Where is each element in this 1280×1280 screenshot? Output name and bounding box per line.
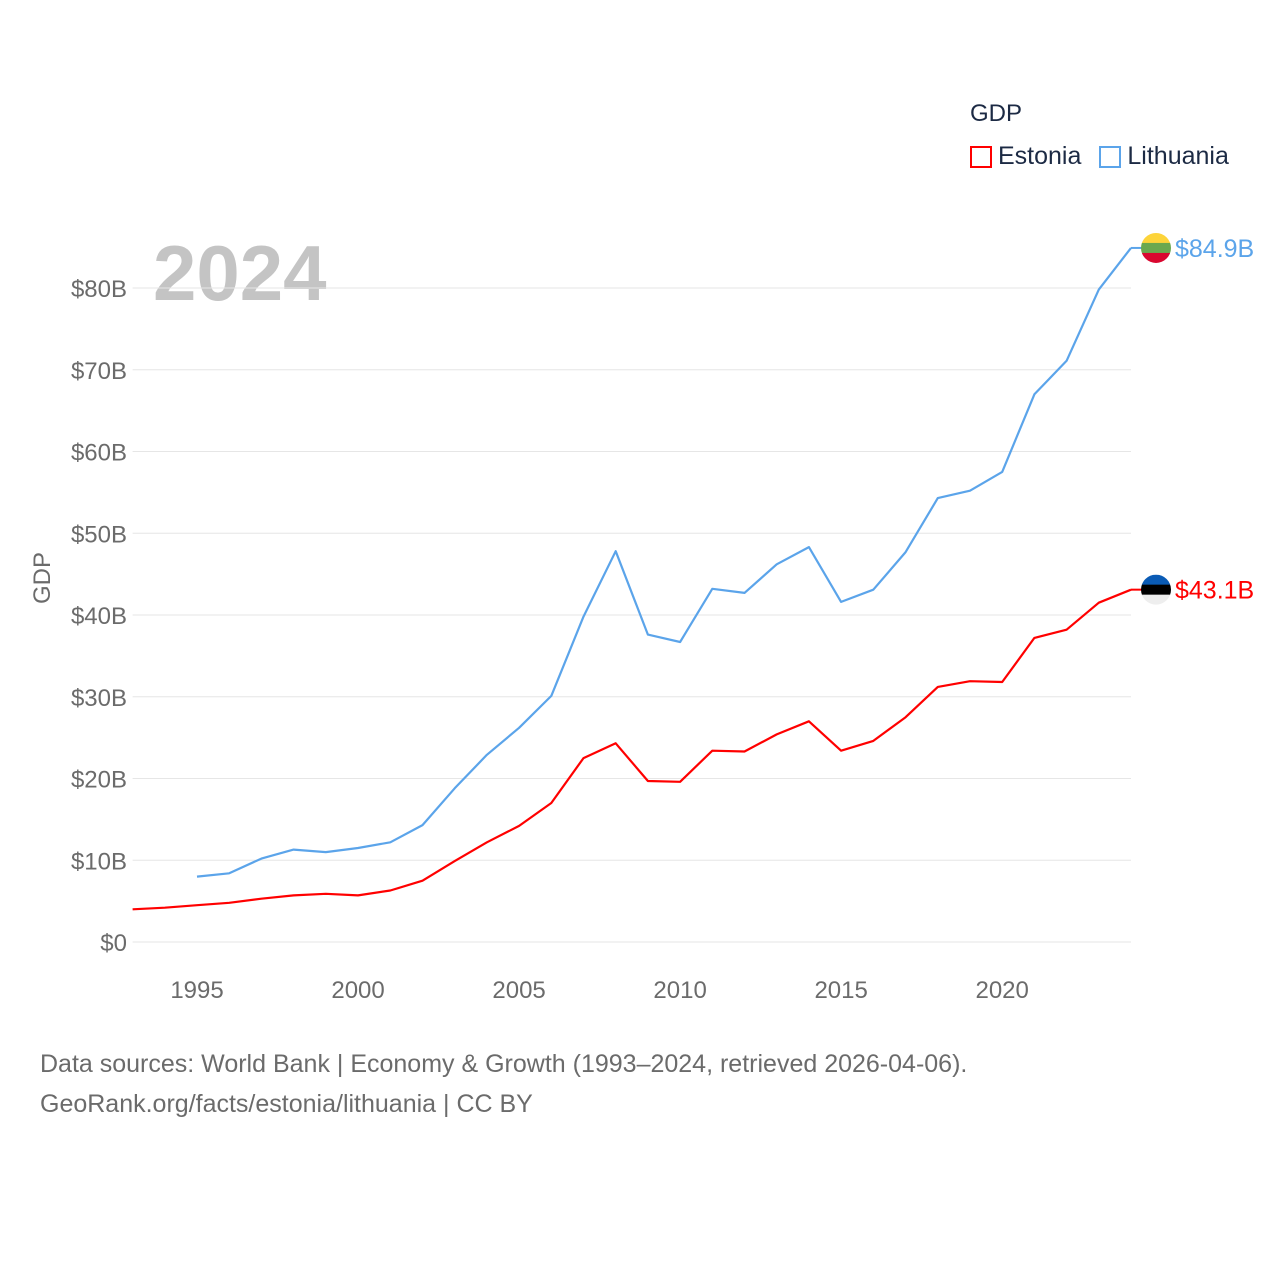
- flag-stripe: [1141, 252, 1171, 263]
- end-value-label-lithuania: $84.9B: [1175, 235, 1254, 263]
- lithuania-flag-icon: [1141, 232, 1171, 263]
- y-tick-label: $50B: [71, 521, 127, 548]
- legend-item-estonia[interactable]: Estonia: [970, 142, 1081, 171]
- y-tick-label: $20B: [71, 767, 127, 794]
- source-note: Data sources: World Bank | Economy & Gro…: [40, 1044, 967, 1124]
- series-line-estonia: [132, 588, 1132, 911]
- y-axis-label: GDP: [29, 552, 56, 604]
- y-tick-label: $30B: [71, 685, 127, 712]
- y-tick-label: $80B: [71, 276, 127, 303]
- y-tick-label: $70B: [71, 358, 127, 385]
- series-line-lithuania: [196, 247, 1132, 878]
- estonia-flag-icon: [1141, 574, 1171, 605]
- legend-swatch-estonia: [970, 145, 992, 168]
- flag-stripe: [1141, 574, 1171, 586]
- y-tick-label: $60B: [71, 440, 127, 467]
- source-line-2[interactable]: GeoRank.org/facts/estonia/lithuania | CC…: [40, 1090, 533, 1118]
- flag-stripe: [1141, 232, 1171, 244]
- year-watermark: 2024: [153, 229, 327, 317]
- legend-title: GDP: [970, 100, 1023, 127]
- x-tick-label: 2005: [492, 977, 545, 1004]
- y-tick-label: $0: [100, 930, 127, 957]
- end-value-label-estonia: $43.1B: [1175, 577, 1254, 605]
- flag-stripe: [1141, 242, 1171, 254]
- legend-label-estonia: Estonia: [998, 142, 1082, 170]
- legend: Estonia Lithuania: [970, 142, 1229, 171]
- x-tick-label: 2010: [653, 977, 706, 1004]
- x-tick-label: 2020: [975, 977, 1028, 1004]
- x-tick-label: 2015: [814, 977, 867, 1004]
- y-tick-label: $40B: [71, 603, 127, 630]
- x-tick-label: 2000: [331, 977, 384, 1004]
- source-line-1: Data sources: World Bank | Economy & Gro…: [40, 1050, 968, 1078]
- flag-stripe: [1141, 594, 1171, 605]
- y-tick-label: $10B: [71, 848, 127, 875]
- legend-swatch-lithuania: [1099, 145, 1122, 168]
- x-tick-label: 1995: [170, 977, 223, 1004]
- flag-stripe: [1141, 584, 1171, 596]
- legend-item-lithuania[interactable]: Lithuania: [1099, 142, 1229, 171]
- legend-label-lithuania: Lithuania: [1127, 142, 1229, 170]
